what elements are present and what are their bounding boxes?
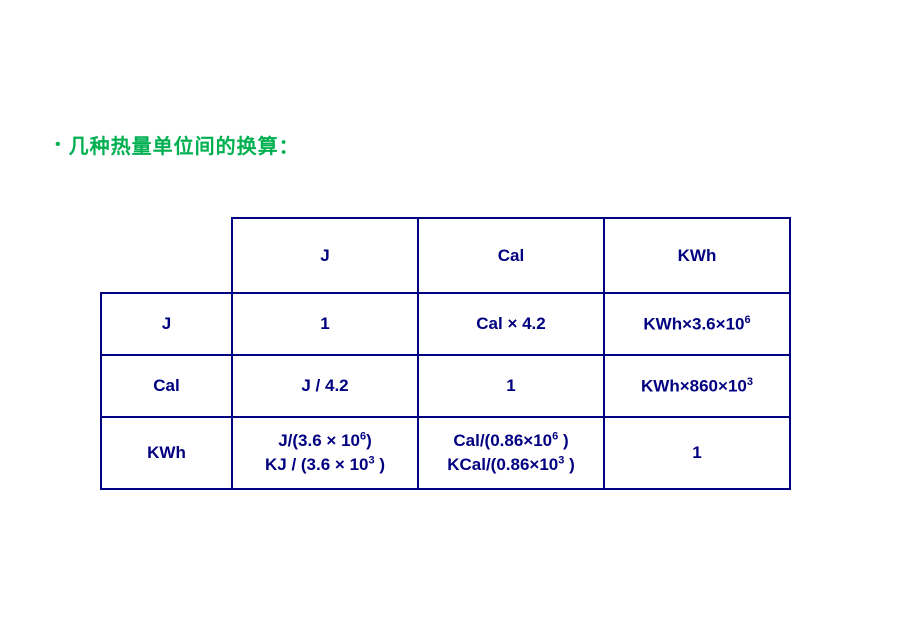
cell-kwh-j: J/(3.6 × 106)KJ / (3.6 × 103 ) — [232, 417, 418, 489]
col-header-kwh: KWh — [604, 218, 790, 293]
table-row: Cal J / 4.2 1 KWh×860×103 — [101, 355, 790, 417]
cell-kwh-cal: Cal/(0.86×106 )KCal/(0.86×103 ) — [418, 417, 604, 489]
cell-j-j: 1 — [232, 293, 418, 355]
conversion-table-container: J Cal KWh J 1 Cal × 4.2 KWh×3.6×106 Cal … — [100, 217, 791, 490]
cell-cal-kwh: KWh×860×103 — [604, 355, 790, 417]
page-title: 几种热量单位间的换算： — [69, 130, 300, 159]
title-row: • 几种热量单位间的换算： — [55, 130, 300, 159]
col-header-j: J — [232, 218, 418, 293]
row-header-j: J — [101, 293, 232, 355]
cell-j-cal: Cal × 4.2 — [418, 293, 604, 355]
cell-kwh-kwh: 1 — [604, 417, 790, 489]
cell-cal-j: J / 4.2 — [232, 355, 418, 417]
table-header-row: J Cal KWh — [101, 218, 790, 293]
cell-j-kwh: KWh×3.6×106 — [604, 293, 790, 355]
col-header-cal: Cal — [418, 218, 604, 293]
table-row: KWh J/(3.6 × 106)KJ / (3.6 × 103 ) Cal/(… — [101, 417, 790, 489]
cell-cal-cal: 1 — [418, 355, 604, 417]
row-header-cal: Cal — [101, 355, 232, 417]
bullet-icon: • — [55, 136, 61, 154]
corner-empty-cell — [101, 218, 232, 293]
table-row: J 1 Cal × 4.2 KWh×3.6×106 — [101, 293, 790, 355]
conversion-table: J Cal KWh J 1 Cal × 4.2 KWh×3.6×106 Cal … — [100, 217, 791, 490]
row-header-kwh: KWh — [101, 417, 232, 489]
